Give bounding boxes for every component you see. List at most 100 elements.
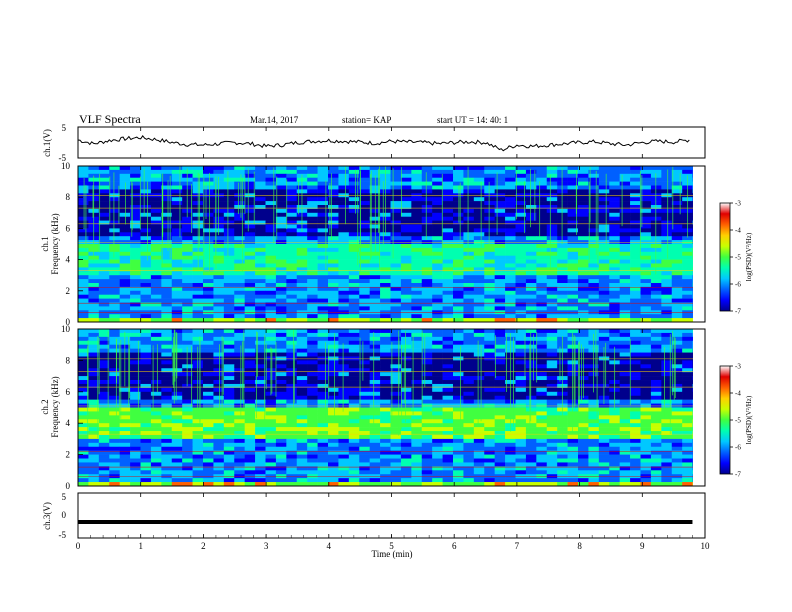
spectrogram-cell bbox=[150, 470, 162, 475]
spectrogram-cell bbox=[463, 263, 475, 268]
spectrogram-cell bbox=[432, 169, 443, 175]
spectrogram-cell bbox=[671, 332, 683, 338]
spectrogram-cell bbox=[161, 294, 173, 299]
spectrogram-cell bbox=[640, 205, 652, 210]
spectrogram-cell bbox=[307, 181, 318, 186]
spectrogram-cell bbox=[609, 236, 620, 241]
spectrogram-cell bbox=[515, 228, 527, 233]
spectrogram-cell bbox=[546, 391, 558, 397]
spectrogram-cell bbox=[588, 259, 600, 264]
spectrogram-cell bbox=[494, 255, 506, 260]
spectrogram-cell bbox=[234, 466, 245, 471]
spectrogram-cell bbox=[640, 185, 652, 190]
spectrogram-cell bbox=[223, 236, 235, 241]
spectrogram-cell bbox=[140, 224, 152, 229]
spectrogram-cell bbox=[484, 395, 495, 400]
spectrogram-cell bbox=[140, 283, 152, 288]
spectrogram-cell bbox=[223, 208, 235, 214]
spectrogram-cell bbox=[203, 197, 214, 202]
spectrogram-cell bbox=[640, 419, 652, 424]
spectrogram-cell bbox=[640, 470, 652, 475]
spectrogram-cell bbox=[619, 166, 631, 171]
spectrogram-cell bbox=[161, 423, 173, 428]
spectrogram-cell bbox=[682, 283, 693, 288]
spectrogram-cell bbox=[317, 283, 329, 288]
spectrogram-cell bbox=[348, 314, 360, 319]
spectrogram-cell bbox=[182, 395, 193, 400]
spectrogram-cell bbox=[161, 283, 173, 288]
spectrogram-cell bbox=[411, 173, 423, 178]
spectrogram-cell bbox=[411, 364, 423, 369]
spectrogram-cell bbox=[661, 314, 673, 319]
spectrogram-cell bbox=[317, 470, 329, 475]
spectrogram-cell bbox=[130, 431, 141, 436]
spectrogram-cell bbox=[515, 482, 527, 487]
spectrogram-cell bbox=[359, 189, 370, 194]
spectrogram-cell bbox=[369, 442, 381, 448]
spectrogram-cell bbox=[286, 478, 298, 483]
spectrogram-cell bbox=[432, 177, 443, 182]
spectrogram-cell bbox=[453, 306, 464, 311]
spectrogram-cell bbox=[192, 279, 204, 284]
spectrogram-cell bbox=[296, 423, 308, 428]
spectrogram-cell bbox=[578, 232, 589, 237]
spectrogram-cell bbox=[432, 232, 443, 237]
spectrogram-cell bbox=[140, 458, 152, 463]
spectrogram-cell bbox=[88, 329, 100, 334]
spectrogram-cell bbox=[140, 352, 152, 357]
spectrogram-cell bbox=[609, 216, 620, 221]
spectrogram-cell bbox=[411, 197, 423, 202]
spectrogram-cell bbox=[150, 466, 162, 471]
spectrogram-cell bbox=[369, 482, 381, 487]
spectrogram-cell bbox=[328, 482, 339, 487]
spectrogram-cell bbox=[463, 434, 475, 440]
spectrogram-cell bbox=[161, 470, 173, 475]
spectrogram-cell bbox=[265, 294, 277, 299]
spectrogram-cell bbox=[484, 434, 495, 440]
spectrogram-cell bbox=[640, 434, 652, 440]
spectrogram-cell bbox=[317, 177, 329, 182]
spectrogram-cell bbox=[275, 329, 287, 334]
spectrogram-cell bbox=[650, 372, 662, 377]
spectrogram-cell bbox=[380, 244, 391, 249]
spectrogram-cell bbox=[682, 298, 693, 303]
spectrogram-cell bbox=[650, 340, 662, 345]
spectrogram-cell bbox=[650, 302, 662, 307]
spectrogram-cell bbox=[255, 364, 266, 369]
spectrogram-cell bbox=[150, 372, 162, 377]
spectrogram-cell bbox=[588, 166, 600, 171]
spectrogram-cell bbox=[338, 415, 350, 420]
spectrogram-cell bbox=[255, 450, 266, 455]
spectrogram-cell bbox=[369, 454, 381, 459]
spectrogram-cell bbox=[161, 415, 173, 420]
spectrogram-cell bbox=[171, 232, 183, 237]
spectrogram-cell bbox=[567, 286, 579, 292]
spectrogram-cell bbox=[140, 169, 152, 175]
spectrogram-cell bbox=[223, 201, 235, 206]
spectrogram-cell bbox=[286, 415, 298, 420]
spectrogram-cell bbox=[578, 306, 589, 311]
spectrogram-cell bbox=[317, 372, 329, 377]
spectrogram-cell bbox=[411, 407, 423, 412]
spectrogram-cell bbox=[421, 286, 433, 292]
spectrogram-cell bbox=[244, 255, 256, 260]
spectrogram-cell bbox=[453, 302, 464, 307]
spectrogram-cell bbox=[442, 391, 454, 397]
spectrogram-cell bbox=[598, 263, 610, 268]
spectrogram-cell bbox=[380, 478, 391, 483]
spectrogram-cell bbox=[546, 212, 558, 217]
spectrogram-cell bbox=[98, 181, 110, 186]
spectrogram-cell bbox=[661, 236, 673, 241]
spectrogram-cell bbox=[619, 259, 631, 264]
spectrogram-cell bbox=[255, 251, 266, 256]
spectrogram-cell bbox=[265, 283, 277, 288]
spectrogram-cell bbox=[380, 352, 391, 357]
spectrogram-cell bbox=[442, 352, 454, 357]
spectrogram-cell bbox=[650, 267, 662, 272]
spectrogram-cell bbox=[515, 201, 527, 206]
spectrogram-cell bbox=[390, 368, 402, 373]
spectrogram-cell bbox=[484, 344, 495, 349]
spectrogram-cell bbox=[557, 255, 568, 260]
spectrogram-cell bbox=[328, 247, 339, 253]
spectrogram-cell bbox=[244, 348, 256, 353]
